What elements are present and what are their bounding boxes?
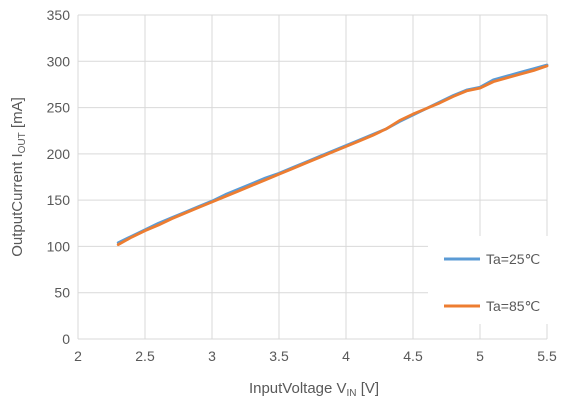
y-tick-label: 150 [47,192,71,208]
x-tick-label: 4.5 [403,348,423,364]
y-tick-label: 250 [47,100,71,116]
x-tick-label: 3 [208,348,216,364]
series-line-85c [116,64,549,247]
legend-box [428,236,558,324]
y-tick-label: 50 [54,285,70,301]
legend: Ta=25℃ Ta=85℃ [428,236,558,324]
y-axis-title: OutputCurrent IOUT [mA] [9,97,28,257]
y-tick-label: 350 [47,7,71,23]
legend-label-85c: Ta=85℃ [486,298,540,314]
y-axis-title-sub: OUT [17,132,28,153]
x-tick-label: 4 [342,348,350,364]
x-tick-label: 5.5 [537,348,557,364]
x-tick-label: 3.5 [269,348,289,364]
y-axis-title-unit: [mA] [9,97,26,132]
legend-label-25c: Ta=25℃ [486,251,540,267]
y-tick-labels: 0 50 100 150 200 250 300 350 [47,7,71,347]
y-tick-label: 0 [62,331,70,347]
y-axis-title-main: OutputCurrent I [9,153,26,256]
y-tick-label: 100 [47,238,71,254]
x-axis-title-main: InputVoltage V [249,380,347,397]
x-axis-title: InputVoltage VIN [V] [249,380,379,399]
x-tick-label: 5 [476,348,484,364]
x-axis-title-sub: IN [347,388,357,399]
x-tick-label: 2.5 [135,348,155,364]
x-tick-labels: 2 2.5 3 3.5 4 4.5 5 5.5 [74,348,557,364]
y-tick-label: 300 [47,53,71,69]
x-axis-title-unit: [V] [357,380,380,397]
x-tick-label: 2 [74,348,82,364]
gridlines [77,14,548,340]
y-tick-label: 200 [47,146,71,162]
plot-lines [116,63,549,247]
